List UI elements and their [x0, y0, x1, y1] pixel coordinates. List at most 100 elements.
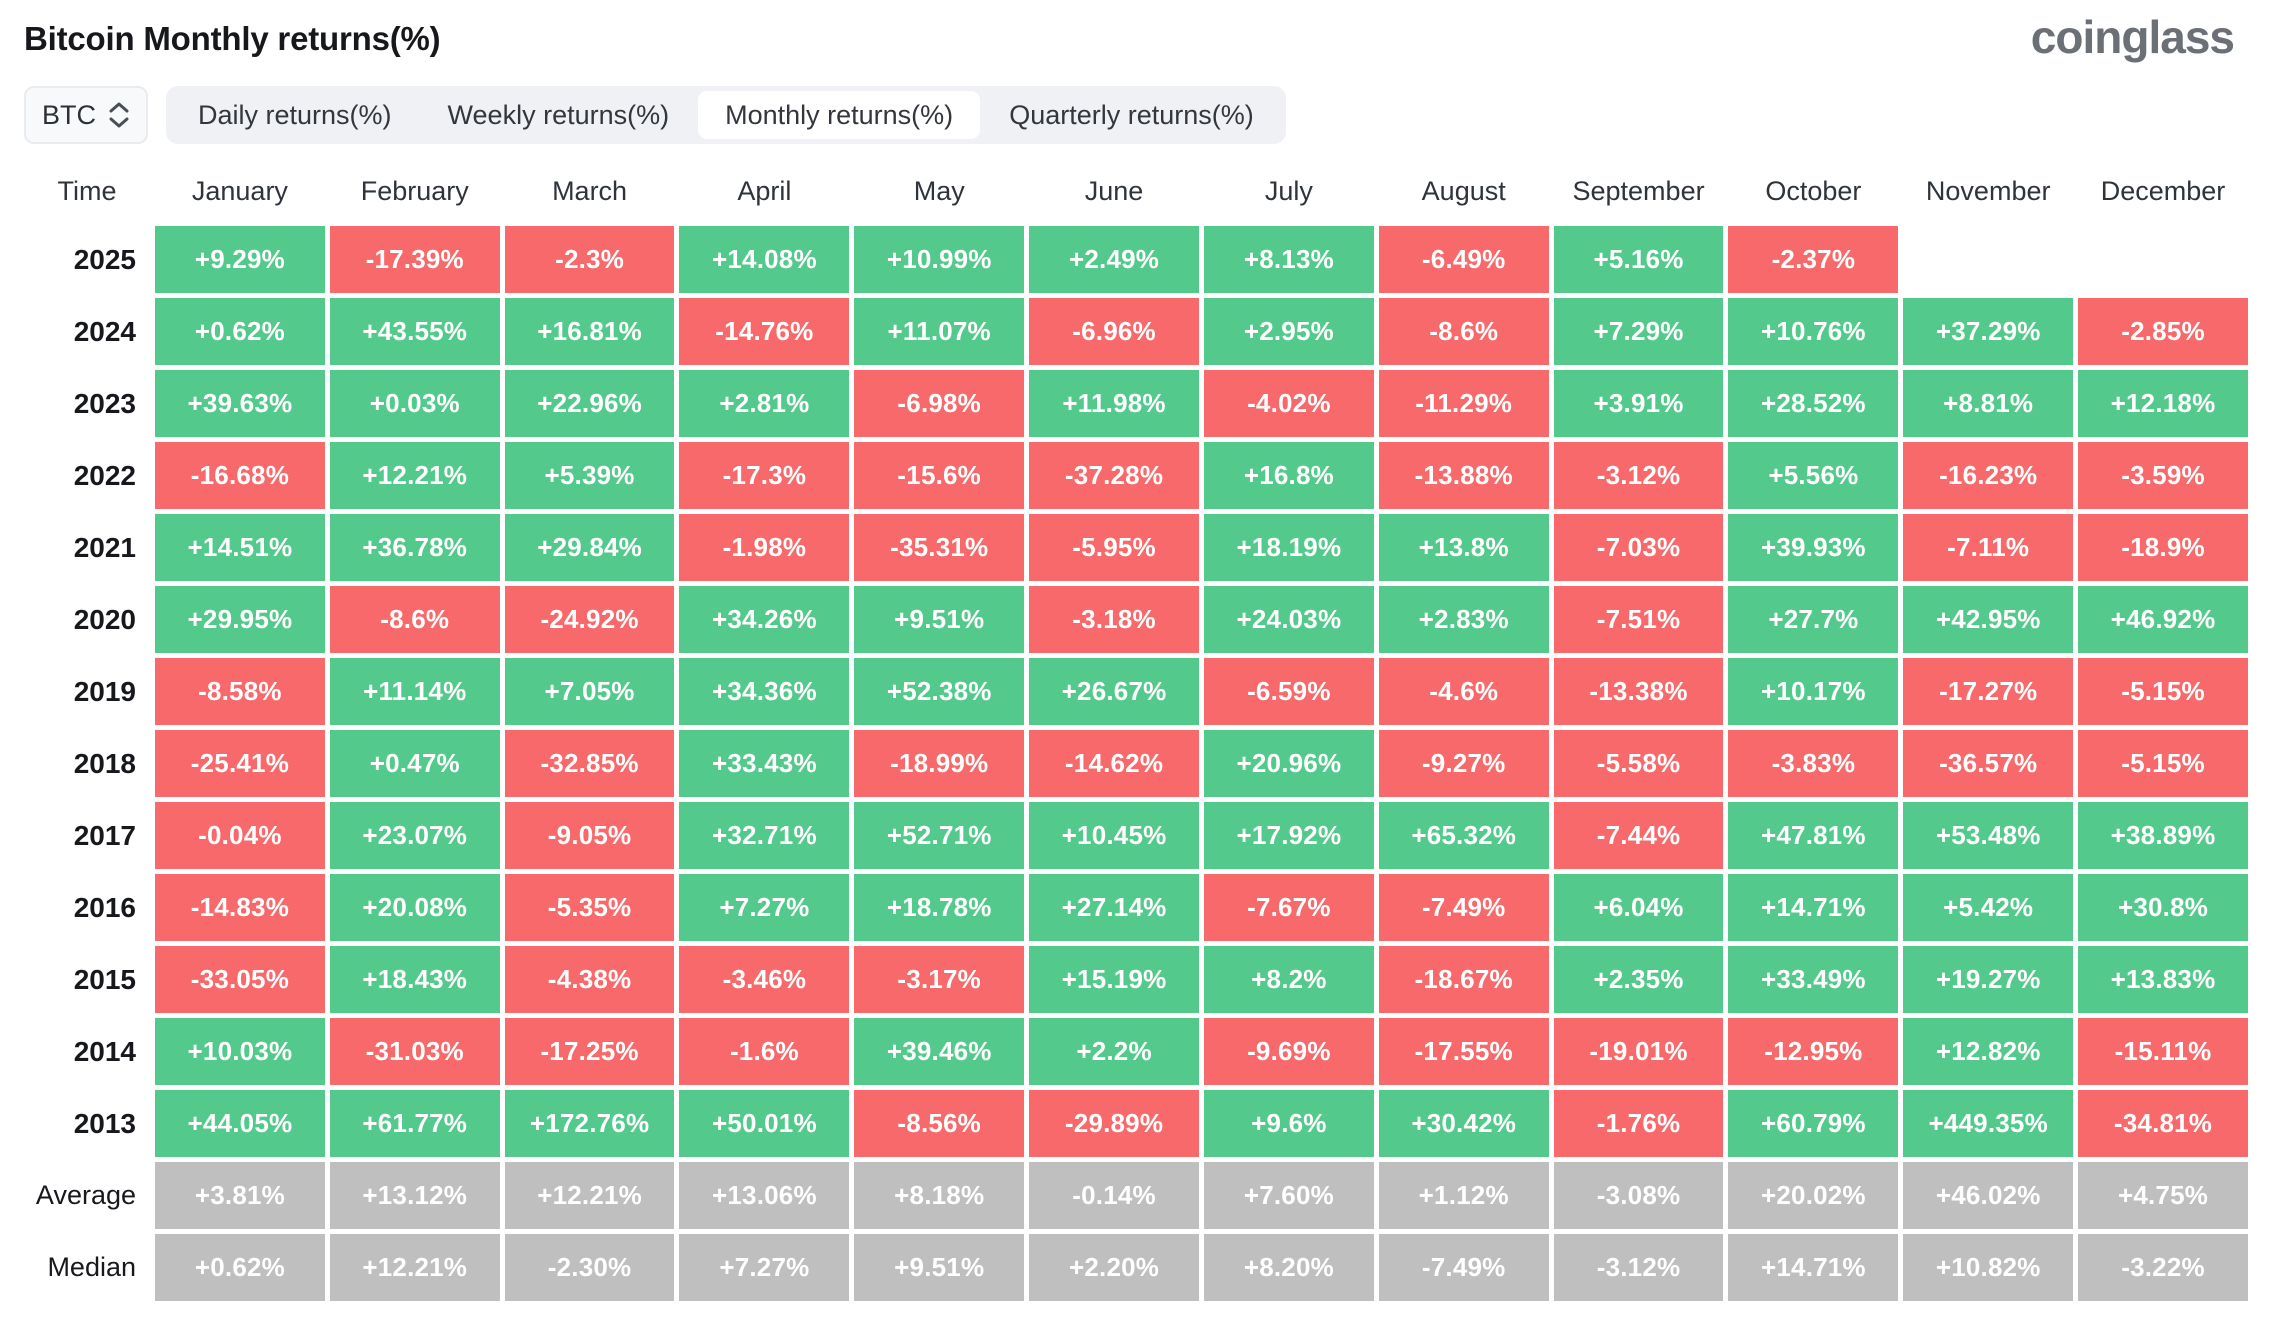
coinglass-logo: coinglass	[2030, 11, 2235, 63]
return-cell: -5.15%	[2078, 658, 2248, 725]
return-cell: +38.89%	[2078, 802, 2248, 869]
row-label: 2019	[73, 675, 136, 707]
return-cell: +13.8%	[1378, 514, 1549, 581]
table-row-median: Median +0.62% +12.21% -2.30% +7.27% +9.51% +2.…	[24, 1234, 2248, 1301]
return-cell: -31.03%	[329, 1018, 500, 1085]
return-cell: -3.83%	[1728, 730, 1899, 797]
table-body: 2025 +9.29% -17.39% -2.3% +14.08% +10.99% +2.4…	[24, 226, 2248, 1301]
return-cell: +16.8%	[1203, 442, 1374, 509]
return-cell	[2078, 226, 2248, 293]
monthly-returns-table: Time January February March April May June Jul…	[24, 162, 2248, 1301]
return-cell: +17.92%	[1203, 802, 1374, 869]
tab-daily-returns[interactable]: Daily returns(%)	[171, 91, 419, 139]
column-header-august: August	[1421, 175, 1506, 206]
row-label: 2022	[73, 459, 136, 491]
return-cell: -37.28%	[1029, 442, 1199, 509]
return-cell: -34.81%	[2078, 1090, 2248, 1157]
return-cell: +27.14%	[1029, 874, 1199, 941]
return-cell: +29.84%	[504, 514, 675, 581]
column-header-march: March	[552, 175, 628, 206]
column-header-january: January	[191, 175, 288, 206]
page-title: Bitcoin Monthly returns(%)	[24, 20, 441, 57]
return-cell: -0.14%	[1029, 1162, 1199, 1229]
return-cell: +5.42%	[1903, 874, 2074, 941]
return-cell: +12.82%	[1903, 1018, 2074, 1085]
return-cell: -17.39%	[329, 226, 500, 293]
return-cell: +5.39%	[504, 442, 675, 509]
row-label: 2020	[73, 603, 136, 635]
return-cell: -2.30%	[504, 1234, 675, 1301]
return-cell: -3.59%	[2078, 442, 2248, 509]
return-cell: +24.03%	[1203, 586, 1374, 653]
return-cell: +449.35%	[1903, 1090, 2074, 1157]
return-cell: +8.18%	[854, 1162, 1025, 1229]
return-cell: +30.8%	[2078, 874, 2248, 941]
return-cell: +5.16%	[1553, 226, 1724, 293]
return-cell: -2.3%	[504, 226, 675, 293]
row-label: 2021	[73, 531, 136, 563]
return-cell: +39.63%	[155, 370, 325, 437]
return-cell: -13.38%	[1553, 658, 1724, 725]
column-header-july: July	[1264, 175, 1313, 206]
return-cell: -5.95%	[1029, 514, 1199, 581]
return-cell: +11.07%	[854, 298, 1025, 365]
return-cell: +10.03%	[155, 1018, 325, 1085]
return-cell: +11.14%	[329, 658, 500, 725]
coinglass-returns-page: Bitcoin Monthly returns(%) coinglass BTC…	[24, 14, 2248, 1301]
return-cell: +23.07%	[329, 802, 500, 869]
return-cell: +18.43%	[329, 946, 500, 1013]
return-cell: +12.21%	[329, 442, 500, 509]
return-cell: -9.27%	[1378, 730, 1549, 797]
return-cell: +34.26%	[679, 586, 850, 653]
return-cell: +22.96%	[504, 370, 675, 437]
symbol-select[interactable]: BTC	[24, 86, 148, 144]
row-label: 2016	[73, 891, 136, 923]
controls-row: BTC Daily returns(%) Weekly returns(%) Mon…	[24, 86, 2248, 144]
table-row-2016: 2016 -14.83% +20.08% -5.35% +7.27% +18.78% +27…	[24, 874, 2248, 941]
return-cell: +0.47%	[329, 730, 500, 797]
return-cell: +32.71%	[679, 802, 850, 869]
return-cell: +65.32%	[1378, 802, 1549, 869]
return-cell: +47.81%	[1728, 802, 1899, 869]
return-cell: -24.92%	[504, 586, 675, 653]
return-cell: +0.62%	[155, 298, 325, 365]
return-cell: +26.67%	[1029, 658, 1199, 725]
return-cell: -2.85%	[2078, 298, 2248, 365]
return-cell: +50.01%	[679, 1090, 850, 1157]
return-cell: -7.51%	[1553, 586, 1724, 653]
row-label: 2015	[73, 963, 136, 995]
row-label: 2024	[73, 315, 136, 347]
table-row-2019: 2019 -8.58% +11.14% +7.05% +34.36% +52.38% +26…	[24, 658, 2248, 725]
row-label: Average	[35, 1180, 136, 1210]
return-cell: +7.60%	[1203, 1162, 1374, 1229]
return-cell: -13.88%	[1378, 442, 1549, 509]
return-cell: -5.58%	[1553, 730, 1724, 797]
row-label: 2014	[73, 1035, 136, 1067]
table-row-2022: 2022 -16.68% +12.21% +5.39% -17.3% -15.6% -37.…	[24, 442, 2248, 509]
row-label: 2025	[73, 243, 136, 275]
table-row-average: Average +3.81% +13.12% +12.21% +13.06% +8.18%…	[24, 1162, 2248, 1229]
return-cell: +10.82%	[1903, 1234, 2074, 1301]
return-cell: +10.99%	[854, 226, 1025, 293]
table-header-row: Time January February March April May June Jul…	[24, 162, 2248, 220]
return-cell: +42.95%	[1903, 586, 2074, 653]
table-row-2015: 2015 -33.05% +18.43% -4.38% -3.46% -3.17% +15.…	[24, 946, 2248, 1013]
return-cell: +8.20%	[1203, 1234, 1374, 1301]
return-cell: -9.05%	[504, 802, 675, 869]
return-cell: +10.17%	[1728, 658, 1899, 725]
return-cell: +52.38%	[854, 658, 1025, 725]
return-cell: +172.76%	[504, 1090, 675, 1157]
return-cell: +33.43%	[679, 730, 850, 797]
return-cell: -9.69%	[1203, 1018, 1374, 1085]
column-header-may: May	[913, 175, 965, 206]
return-cell: +18.19%	[1203, 514, 1374, 581]
tab-weekly-returns[interactable]: Weekly returns(%)	[421, 91, 697, 139]
tab-quarterly-returns[interactable]: Quarterly returns(%)	[982, 91, 1281, 139]
table-row-2017: 2017 -0.04% +23.07% -9.05% +32.71% +52.71% +10…	[24, 802, 2248, 869]
top-bar: Bitcoin Monthly returns(%) coinglass	[24, 14, 2248, 60]
return-cell: +37.29%	[1903, 298, 2074, 365]
return-cell: +60.79%	[1728, 1090, 1899, 1157]
return-cell	[1903, 226, 2073, 293]
return-cell: -3.12%	[1553, 1234, 1724, 1301]
tab-monthly-returns[interactable]: Monthly returns(%)	[698, 91, 981, 139]
